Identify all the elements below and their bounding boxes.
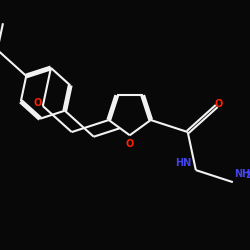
- Text: O: O: [126, 139, 134, 149]
- Text: 2: 2: [245, 171, 250, 180]
- Text: HN: HN: [175, 158, 191, 168]
- Text: NH: NH: [234, 168, 250, 178]
- Text: O: O: [214, 99, 223, 109]
- Text: O: O: [34, 98, 42, 108]
